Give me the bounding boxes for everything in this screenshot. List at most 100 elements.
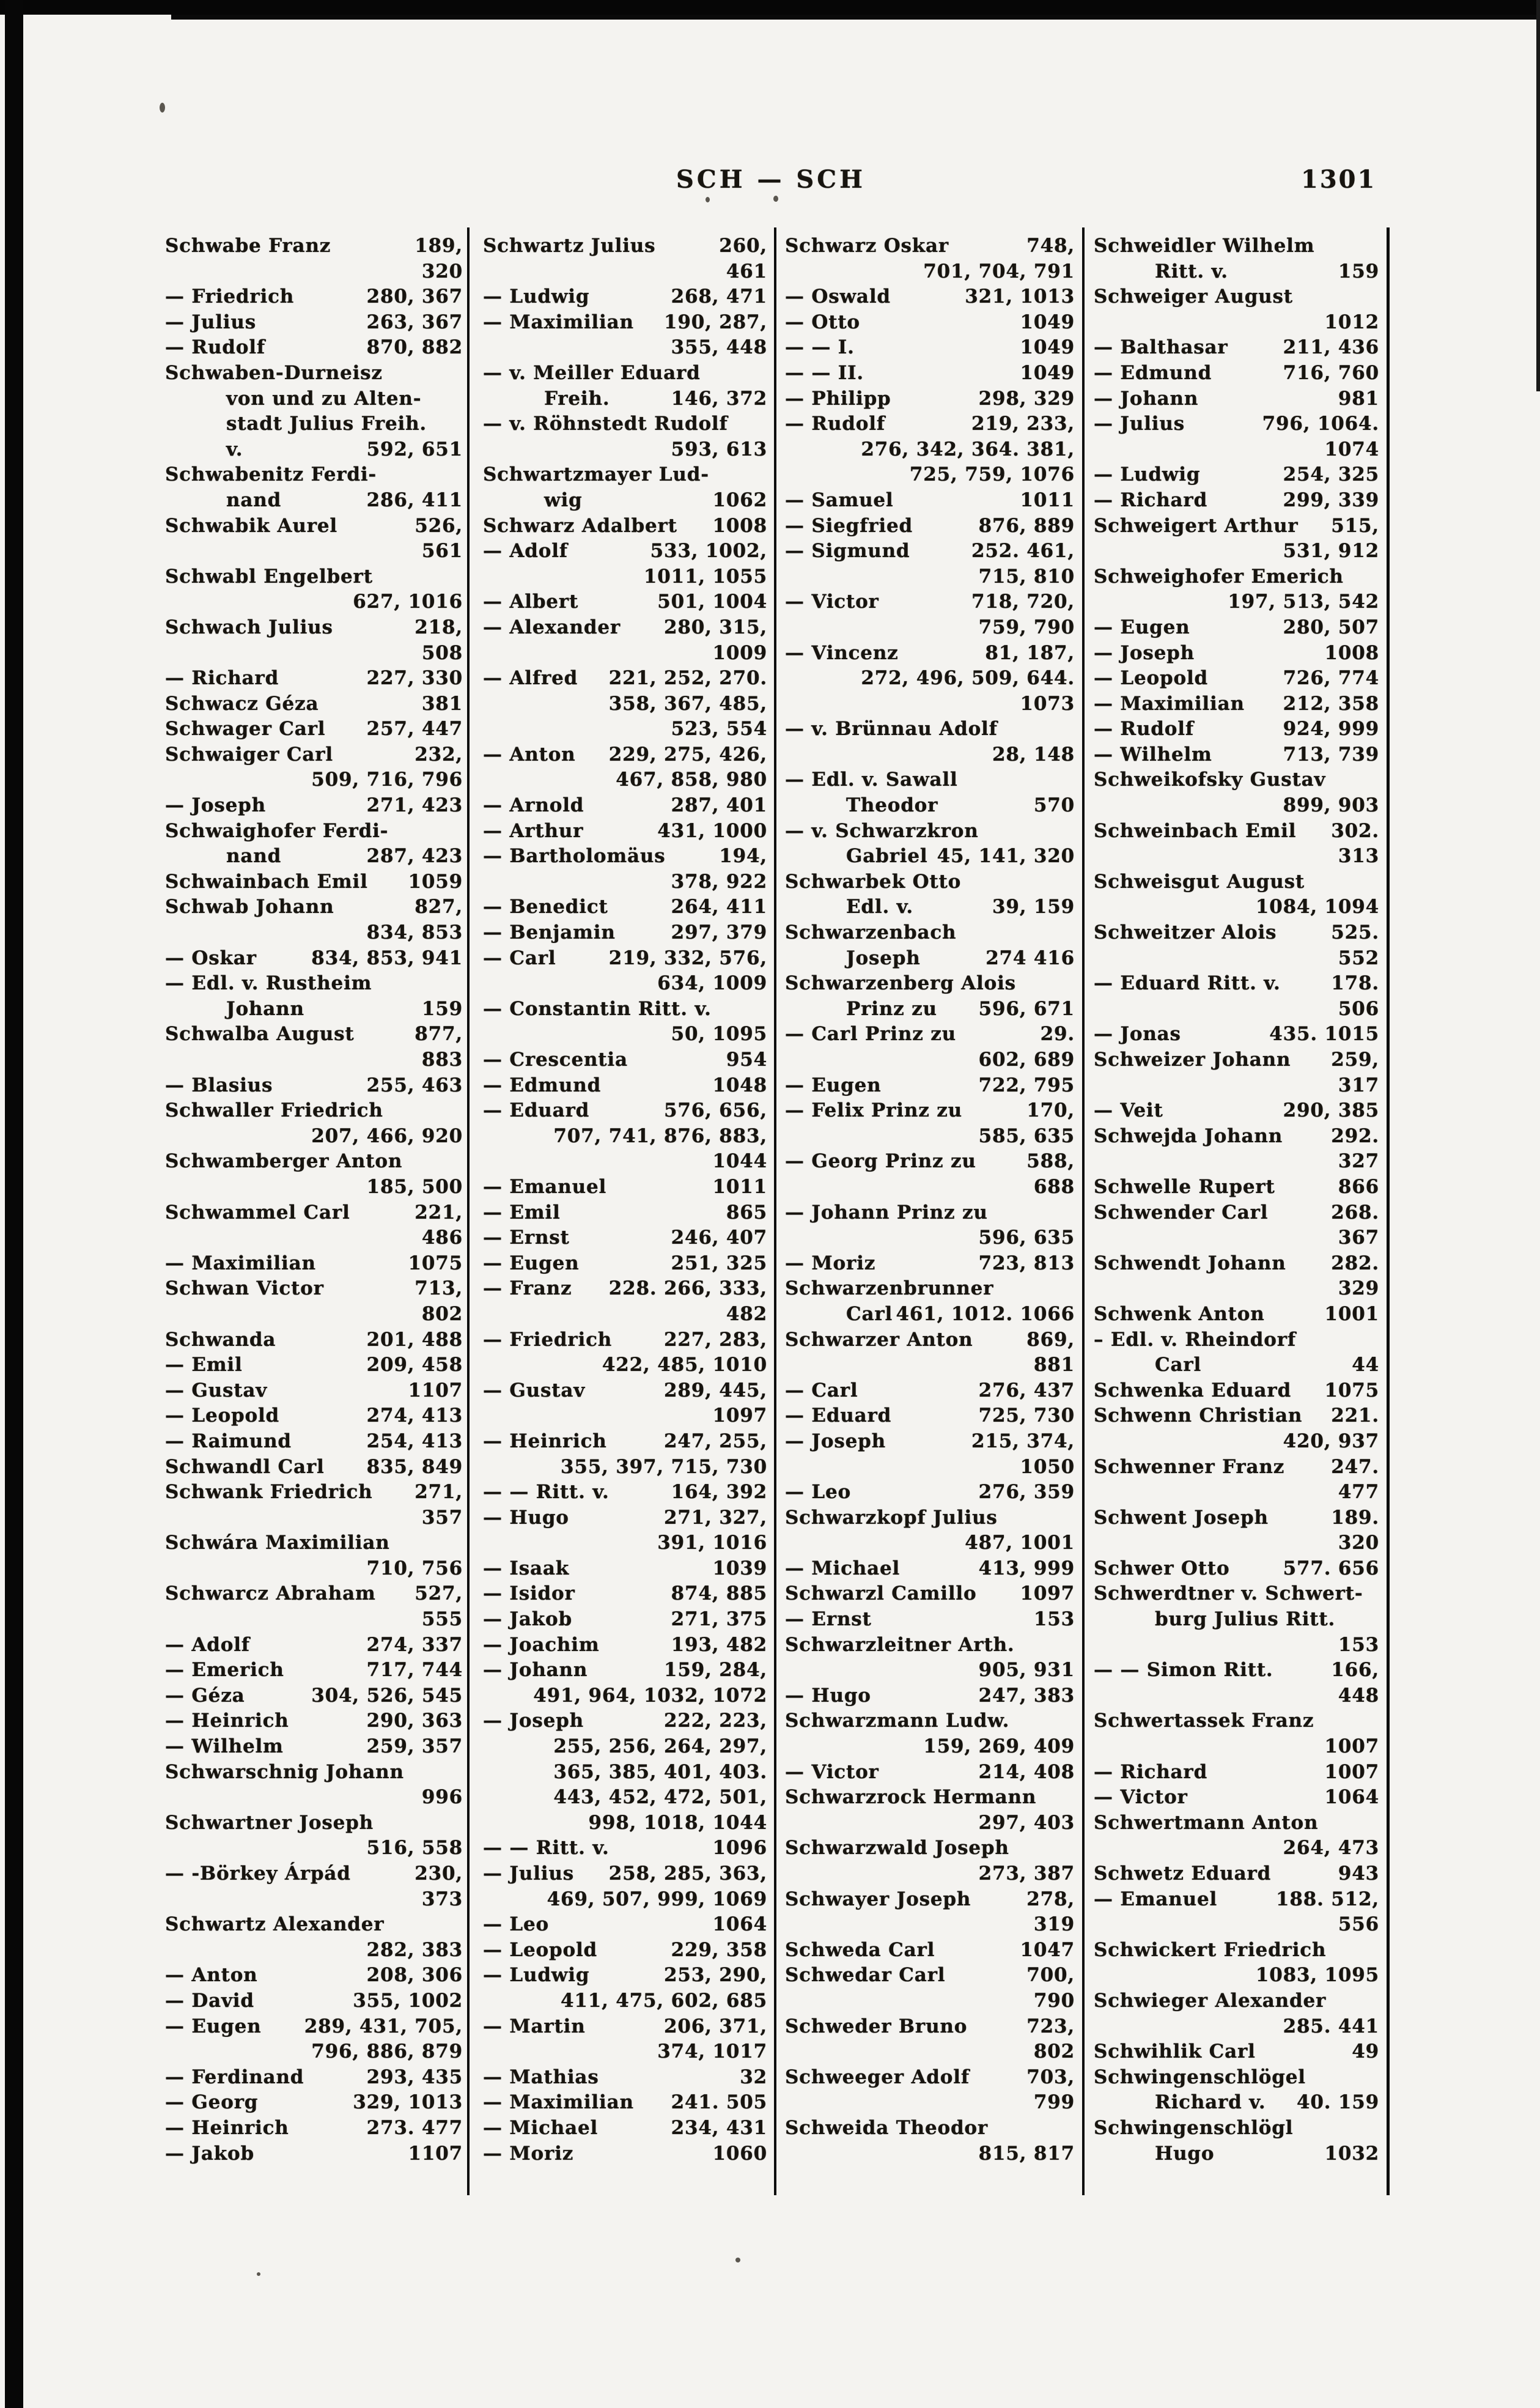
index-entry-line: — Georg Prinz zu 588, xyxy=(785,1149,1075,1175)
entry-name-text: — Crescentia xyxy=(483,1049,628,1071)
index-entry-line: — Ludwig 253, 290, xyxy=(483,1963,767,1989)
entry-page-numbers: 905, 931 xyxy=(978,1659,1075,1682)
entry-page-numbers: 329, 1013 xyxy=(353,2091,463,2114)
entry-name-text: — Eugen xyxy=(1094,616,1190,638)
entry-name-text: — Richard xyxy=(1094,489,1208,511)
entry-page-numbers: 602, 689 xyxy=(978,1049,1075,1071)
entry-page-numbers: 219, 233, xyxy=(971,413,1075,435)
index-entry-line: Schwammel Carl 221, xyxy=(165,1200,463,1226)
entry-name-text: Schwarzenbrunner xyxy=(785,1277,994,1300)
entry-name-text: — Michael xyxy=(785,1557,901,1579)
entry-page-numbers: 39, 159 xyxy=(992,896,1075,918)
scan-border-left xyxy=(5,0,23,2408)
index-entry-line: Schweder Bruno 723, xyxy=(785,2014,1075,2040)
index-entry-line: 448 xyxy=(1094,1683,1379,1709)
index-entry-line: 378, 922 xyxy=(483,870,767,895)
index-entry-line: Schwartner Joseph xyxy=(165,1811,463,1836)
entry-page-numbers: 280, 315, xyxy=(664,616,767,638)
entry-page-numbers: 276, 359 xyxy=(978,1481,1075,1504)
entry-page-numbers: 1062 xyxy=(712,489,767,511)
entry-page-numbers: 870, 882 xyxy=(366,336,463,359)
entry-name-text: Schweida Theodor xyxy=(785,2116,989,2139)
entry-name-text: nand xyxy=(226,845,282,868)
index-entry-line: 710, 756 xyxy=(165,1556,463,1582)
index-entry-line: Schwarzkopf Julius xyxy=(785,1505,1075,1531)
index-entry-line: 367 xyxy=(1094,1225,1379,1251)
entry-page-numbers: 707, 741, 876, 883, xyxy=(553,1125,767,1147)
index-entry-line: Schwertmann Anton xyxy=(1094,1811,1379,1836)
scan-speck xyxy=(735,2258,740,2262)
entry-name-text: Schwertassek Franz xyxy=(1094,1710,1314,1732)
index-entry-line: — Edl. v. Sawall xyxy=(785,767,1075,793)
entry-page-numbers: 834, 853 xyxy=(366,921,463,944)
index-entry-line: 701, 704, 791 xyxy=(785,259,1075,285)
entry-page-numbers: 877, xyxy=(414,1023,463,1046)
index-entry-line: — Eugen 280, 507 xyxy=(1094,615,1379,641)
index-entry-line: — Carl 219, 332, 576, xyxy=(483,946,767,972)
index-entry-line: 273, 387 xyxy=(785,1861,1075,1887)
entry-page-numbers: 726, 774 xyxy=(1283,667,1379,690)
index-entry-line: — Friedrich 280, 367 xyxy=(165,284,463,310)
index-entry-line: 319 xyxy=(785,1912,1075,1938)
index-entry-line: — David 355, 1002 xyxy=(165,1989,463,2014)
entry-page-numbers: 178. xyxy=(1331,972,1379,995)
index-entry-line: 327 xyxy=(1094,1149,1379,1175)
entry-page-numbers: 286, 411 xyxy=(366,489,463,511)
entry-page-numbers: 329 xyxy=(1338,1277,1379,1300)
index-entry-line: — Jakob 1107 xyxy=(165,2141,463,2167)
entry-name-text: Schwammel Carl xyxy=(165,1201,350,1224)
entry-page-numbers: 1075 xyxy=(408,1252,463,1274)
entry-name-text: — Julius xyxy=(1094,413,1185,435)
entry-page-numbers: 292. xyxy=(1331,1125,1379,1147)
entry-page-numbers: 710, 756 xyxy=(366,1557,463,1579)
index-entry-line: Schweeger Adolf 703, xyxy=(785,2065,1075,2091)
entry-name-text: — Edmund xyxy=(1094,361,1212,384)
index-entry-line: Schwarz Adalbert 1008 xyxy=(483,514,767,539)
entry-name-text: — Adolf xyxy=(165,1633,250,1656)
index-entry-line: v. 592, 651 xyxy=(165,437,463,463)
entry-name-text: — Maximilian xyxy=(483,311,634,333)
index-entry-line: 486 xyxy=(165,1225,463,1251)
index-entry-line: — Anton 229, 275, 426, xyxy=(483,742,767,768)
entry-name-text: Schwartz Julius xyxy=(483,235,656,257)
entry-name-text: Schwabl Engelbert xyxy=(165,565,373,588)
entry-page-numbers: 357 xyxy=(421,1506,463,1529)
entry-name-text: — Edl. v. Sawall xyxy=(785,769,958,791)
entry-page-numbers: 367 xyxy=(1338,1227,1379,1249)
entry-name-text: Schwarzmann Ludw. xyxy=(785,1710,1010,1732)
index-entry-line: 207, 466, 920 xyxy=(165,1124,463,1150)
entry-page-numbers: 482 xyxy=(726,1302,767,1325)
entry-name-text: Schwayer Joseph xyxy=(785,1888,971,1910)
entry-name-text: — — II. xyxy=(785,361,864,384)
index-entry-line: Schwaiger Carl 232, xyxy=(165,742,463,768)
entry-page-numbers: 190, 287, xyxy=(664,311,767,333)
entry-name-text: — Moriz xyxy=(785,1252,876,1274)
entry-page-numbers: 185, 500 xyxy=(366,1175,463,1198)
entry-page-numbers: 1008 xyxy=(1324,641,1379,664)
index-entry-line: — Martin 206, 371, xyxy=(483,2014,767,2040)
entry-page-numbers: 206, 371, xyxy=(664,2015,767,2037)
entry-name-text: — v. Röhnstedt Rudolf xyxy=(483,413,728,435)
index-entry-line: Schwartzmayer Lud- xyxy=(483,462,767,488)
entry-name-text: Schwab Johann xyxy=(165,896,334,918)
index-entry-line: — Anton 208, 306 xyxy=(165,1963,463,1989)
index-entry-line: Prinz zu 596, 671 xyxy=(785,997,1075,1022)
entry-page-numbers: 588, xyxy=(1026,1150,1075,1173)
entry-name-text: — Friedrich xyxy=(165,286,295,308)
entry-page-numbers: 723, xyxy=(1026,2015,1075,2037)
entry-name-text: Schweigert Arthur xyxy=(1094,514,1299,537)
entry-name-text: Schweiger August xyxy=(1094,286,1293,308)
entry-page-numbers: 222, 223, xyxy=(664,1710,767,1732)
entry-page-numbers: 159 xyxy=(1338,260,1379,283)
entry-page-numbers: 1084, 1094 xyxy=(1255,896,1379,918)
entry-name-text: Carl xyxy=(846,1302,893,1325)
entry-page-numbers: 218, xyxy=(414,616,463,638)
entry-page-numbers: 287, 423 xyxy=(366,845,463,868)
entry-page-numbers: 1001 xyxy=(1324,1302,1379,1325)
entry-page-numbers: 319 xyxy=(1033,1913,1075,1936)
entry-name-text: Schwihlik Carl xyxy=(1094,2041,1256,2063)
entry-name-text: — Sigmund xyxy=(785,540,910,563)
entry-page-numbers: 274, 337 xyxy=(366,1633,463,1656)
index-entry-line: — Joseph 222, 223, xyxy=(483,1708,767,1734)
index-entry-line: Johann 159 xyxy=(165,997,463,1022)
